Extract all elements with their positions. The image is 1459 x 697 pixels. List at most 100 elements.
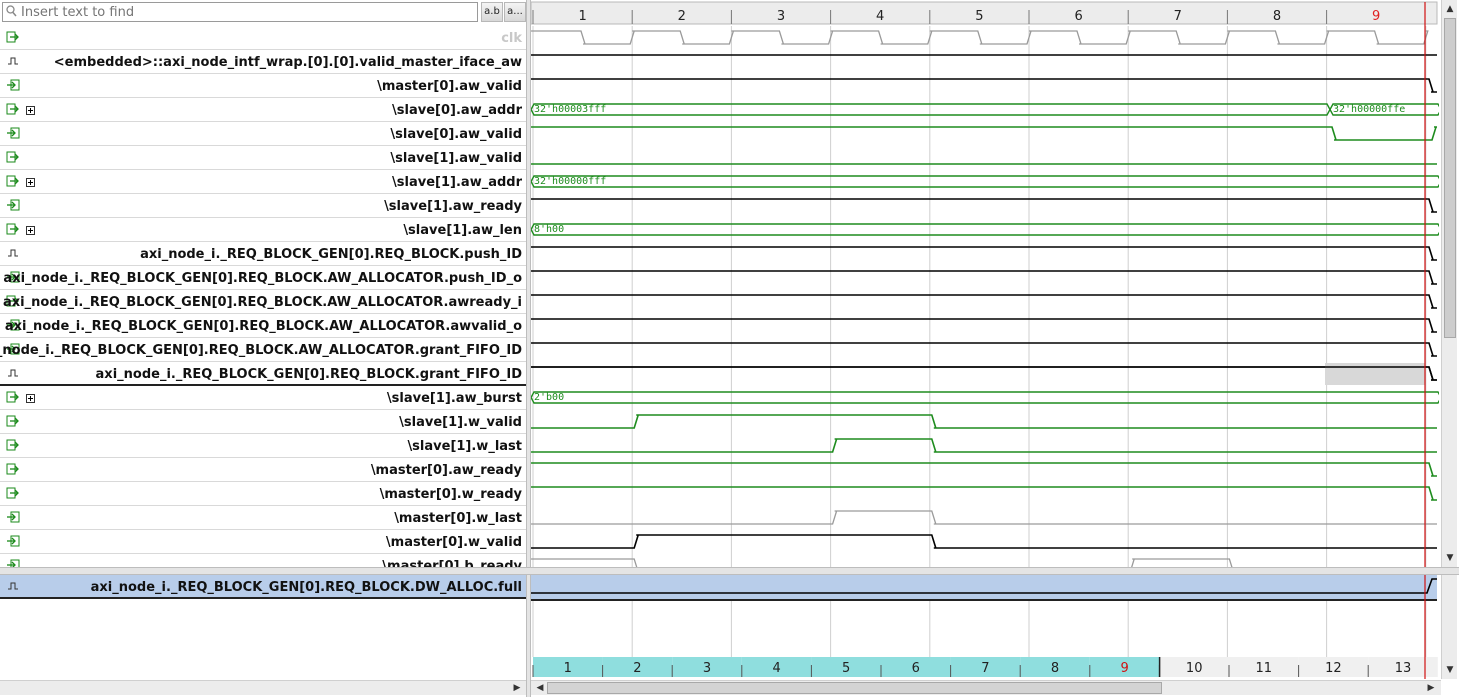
- signal-row[interactable]: axi_node_i._REQ_BLOCK_GEN[0].REQ_BLOCK.A…: [0, 266, 526, 290]
- ruler-label: 13: [1395, 661, 1412, 676]
- signal-name: axi_node_i._REQ_BLOCK_GEN[0].REQ_BLOCK.g…: [95, 367, 522, 382]
- search-input[interactable]: [2, 2, 478, 22]
- signal-row[interactable]: axi_node_i._REQ_BLOCK_GEN[0].REQ_BLOCK.p…: [0, 242, 526, 266]
- signal-name: \slave[1].aw_ready: [384, 199, 522, 214]
- signal-row[interactable]: axi_node_i._REQ_BLOCK_GEN[0].REQ_BLOCK.A…: [0, 314, 526, 338]
- signal-wave: [531, 558, 1233, 567]
- signal-row[interactable]: \slave[1].aw_addr: [0, 170, 526, 194]
- ruler-cell[interactable]: [1089, 657, 1160, 677]
- signal-name: \slave[1].aw_valid: [390, 151, 522, 166]
- bus-value-label: 32'h00003fff: [534, 104, 606, 115]
- match-word-button[interactable]: a.b: [481, 2, 503, 22]
- ruler-cell[interactable]: [1298, 657, 1369, 677]
- signal-row[interactable]: \master[0].aw_valid: [0, 74, 526, 98]
- wave-scroll-right-icon[interactable]: ▶: [1427, 683, 1435, 693]
- output-port-icon: [7, 559, 20, 567]
- signal-wave: [531, 366, 1437, 381]
- ruler-label: 9: [1120, 661, 1128, 676]
- waveform-vertical-scrollbar[interactable]: ▲ ▼: [1441, 0, 1457, 567]
- output-port-icon: [7, 271, 20, 283]
- ruler-label: 3: [703, 661, 711, 676]
- vertical-splitter[interactable]: [526, 0, 531, 697]
- input-port-icon: [6, 151, 19, 163]
- signal-name: <embedded>::axi_node_intf_wrap.[0].[0].v…: [53, 55, 522, 70]
- signal-name: \master[0].w_ready: [379, 487, 522, 502]
- signal-wave: [531, 126, 1438, 141]
- selected-signal-row[interactable]: axi_node_i._REQ_BLOCK_GEN[0].REQ_BLOCK.D…: [0, 575, 526, 599]
- signal-wave: [531, 510, 1437, 525]
- match-case-button[interactable]: a...: [504, 2, 526, 22]
- ruler-cell[interactable]: [950, 657, 1021, 677]
- signal-row[interactable]: \master[0].b_ready: [0, 554, 526, 567]
- expand-icon[interactable]: [26, 178, 35, 187]
- signal-row[interactable]: \slave[0].aw_valid: [0, 122, 526, 146]
- signal-row[interactable]: \slave[1].aw_len: [0, 218, 526, 242]
- scroll-up-icon[interactable]: ▲: [1446, 4, 1454, 14]
- ruler-label: 2: [633, 661, 641, 676]
- signal-row[interactable]: \slave[1].aw_ready: [0, 194, 526, 218]
- ruler-cell[interactable]: [741, 657, 812, 677]
- signal-name: \master[0].w_valid: [385, 535, 522, 550]
- signal-row[interactable]: \slave[1].aw_burst: [0, 386, 526, 410]
- waveform-horizontal-scrollbar[interactable]: ◀ ▶: [531, 680, 1441, 695]
- horizontal-splitter[interactable]: [0, 567, 1459, 575]
- signal-name: \slave[1].w_valid: [399, 415, 522, 430]
- ruler-cell[interactable]: [672, 657, 742, 677]
- wire-icon: [8, 369, 18, 377]
- bottom-vertical-scrollbar[interactable]: ▼: [1441, 575, 1457, 679]
- signal-row[interactable]: \master[0].w_valid: [0, 530, 526, 554]
- signal-row[interactable]: \master[0].w_ready: [0, 482, 526, 506]
- input-port-icon: [6, 175, 19, 187]
- signal-name: axi_node_i._REQ_BLOCK_GEN[0].REQ_BLOCK.p…: [140, 247, 522, 262]
- signal-row[interactable]: axi_node_i._REQ_BLOCK_GEN[0].REQ_BLOCK.g…: [0, 362, 526, 386]
- names-horizontal-scrollbar[interactable]: ▶: [0, 680, 526, 695]
- signal-row[interactable]: \slave[1].aw_valid: [0, 146, 526, 170]
- bus-value-shape: [531, 175, 1439, 188]
- waveform-bottom-canvas[interactable]: 1 2 3 4 5 6 7 8 9 10 11 12 13: [531, 575, 1439, 679]
- signal-row[interactable]: <embedded>::axi_node_intf_wrap.[0].[0].v…: [0, 50, 526, 74]
- bus-value-label: 2'b00: [534, 392, 564, 403]
- signal-wave: [531, 366, 1437, 381]
- waveform-canvas[interactable]: 1 2 3 4 5 6 7 8 9 32'h00003fff 32'h00000ffe 32'h000…: [531, 0, 1439, 567]
- ruler-cell[interactable]: [1368, 657, 1438, 677]
- signal-row[interactable]: axi_node_i._REQ_BLOCK_GEN[0].REQ_BLOCK.A…: [0, 290, 526, 314]
- names-scroll-right-icon[interactable]: ▶: [513, 683, 521, 693]
- input-port-icon: [6, 439, 19, 451]
- expand-icon[interactable]: [26, 394, 35, 403]
- output-port-icon: [7, 319, 20, 331]
- vertical-scroll-thumb[interactable]: [1444, 18, 1456, 338]
- signal-name-panel: clk<embedded>::axi_node_intf_wrap.[0].[0…: [0, 26, 526, 567]
- signal-row[interactable]: \slave[1].w_last: [0, 434, 526, 458]
- ruler-cell[interactable]: [1020, 657, 1090, 677]
- input-port-icon: [6, 223, 19, 235]
- ruler-cell[interactable]: [533, 657, 603, 677]
- signal-row[interactable]: \master[0].aw_ready: [0, 458, 526, 482]
- expand-icon[interactable]: [26, 106, 35, 115]
- bottom-scroll-down-icon[interactable]: ▼: [1446, 665, 1454, 675]
- ruler-cell[interactable]: [811, 657, 881, 677]
- signal-row[interactable]: \slave[1].w_valid: [0, 410, 526, 434]
- bus-value-shape: [531, 223, 1439, 236]
- ruler-cell[interactable]: [1229, 657, 1299, 677]
- input-port-icon: [6, 295, 19, 307]
- output-port-icon: [7, 535, 20, 547]
- ruler-cell[interactable]: [881, 657, 951, 677]
- scroll-down-icon[interactable]: ▼: [1446, 553, 1454, 563]
- ruler-label: 10: [1186, 661, 1203, 676]
- signal-row[interactable]: \slave[0].aw_addr: [0, 98, 526, 122]
- expand-icon[interactable]: [26, 226, 35, 235]
- signal-row[interactable]: axi_node_i._REQ_BLOCK_GEN[0].REQ_BLOCK.A…: [0, 338, 526, 362]
- signal-row[interactable]: \master[0].w_last: [0, 506, 526, 530]
- ruler-label: 7: [981, 661, 989, 676]
- signal-name: \slave[1].aw_len: [403, 223, 522, 238]
- signal-row[interactable]: clk: [0, 26, 526, 50]
- cycle-ruler[interactable]: [531, 1, 1438, 25]
- signal-wave: [531, 486, 1437, 501]
- wave-scroll-left-icon[interactable]: ◀: [536, 683, 544, 693]
- signal-wave: [531, 78, 1437, 93]
- ruler-cell[interactable]: [602, 657, 673, 677]
- ruler-cell[interactable]: [1159, 657, 1229, 677]
- signal-wave: [531, 534, 1437, 549]
- horizontal-scroll-thumb[interactable]: [547, 682, 1162, 694]
- signal-wave: [531, 294, 1437, 309]
